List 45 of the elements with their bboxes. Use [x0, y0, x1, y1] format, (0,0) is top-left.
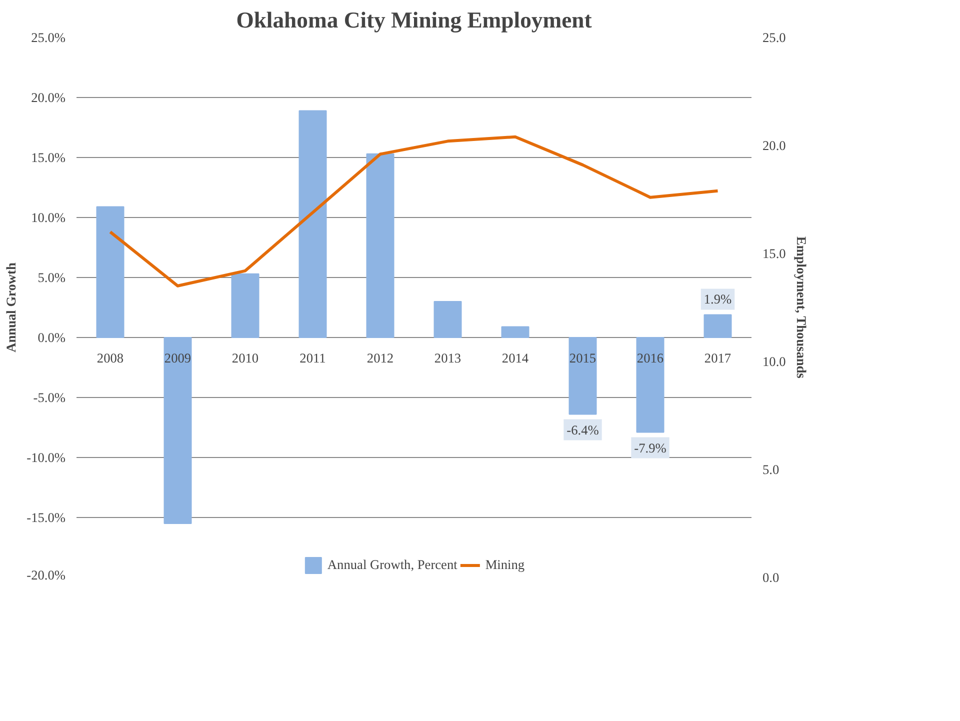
bar: [501, 326, 530, 338]
y2-tick-label: 20.0: [762, 138, 786, 153]
y2-tick-label: 25.0: [762, 30, 786, 45]
bar: [298, 110, 327, 338]
data-label: -6.4%: [566, 422, 599, 438]
y-tick-label: 15.0%: [31, 150, 66, 165]
y-tick-label: 25.0%: [31, 30, 66, 45]
y-tick-label: 0.0%: [38, 330, 66, 345]
chart-title: Oklahoma City Mining Employment: [236, 8, 592, 32]
x-tick-label: 2011: [300, 350, 326, 366]
y2-axis-title: Employment, Thousands: [794, 236, 809, 378]
y2-tick-label: 5.0: [762, 462, 780, 477]
bar: [636, 337, 664, 433]
bar: [366, 153, 394, 338]
x-tick-label: 2013: [434, 350, 462, 366]
bar: [96, 206, 124, 338]
x-tick-label: 2008: [96, 350, 124, 366]
x-tick-label: 2017: [704, 350, 732, 366]
y2-tick-label: 0.0: [762, 570, 780, 585]
bar: [164, 337, 192, 524]
x-tick-label: 2012: [366, 350, 394, 366]
y2-tick-label: 15.0: [762, 246, 786, 261]
y-tick-label: -20.0%: [26, 568, 66, 582]
x-tick-label: 2016: [636, 350, 664, 366]
y2-tick-label: 10.0: [762, 354, 786, 369]
x-tick-label: 2014: [502, 350, 529, 366]
y-axis-title: Annual Growth: [4, 262, 19, 352]
y-tick-label: -5.0%: [33, 390, 66, 405]
legend-label: Mining: [485, 557, 525, 573]
data-label: 1.9%: [704, 292, 732, 307]
y-tick-label: 20.0%: [31, 90, 66, 105]
bar: [231, 273, 260, 338]
y-tick-label: -15.0%: [26, 510, 66, 525]
x-tick-label: 2009: [164, 350, 192, 366]
bar: [434, 301, 462, 338]
y-tick-label: -10.0%: [26, 450, 66, 465]
y-tick-label: 5.0%: [38, 270, 66, 285]
legend-label: Annual Growth, Percent: [327, 557, 458, 573]
y-tick-label: 10.0%: [31, 210, 66, 225]
x-tick-label: 2015: [569, 350, 596, 366]
bar: [568, 337, 597, 415]
bar: [704, 314, 732, 338]
data-label: -7.9%: [634, 440, 666, 456]
line-series: [108, 135, 720, 288]
x-tick-label: 2010: [232, 350, 259, 366]
